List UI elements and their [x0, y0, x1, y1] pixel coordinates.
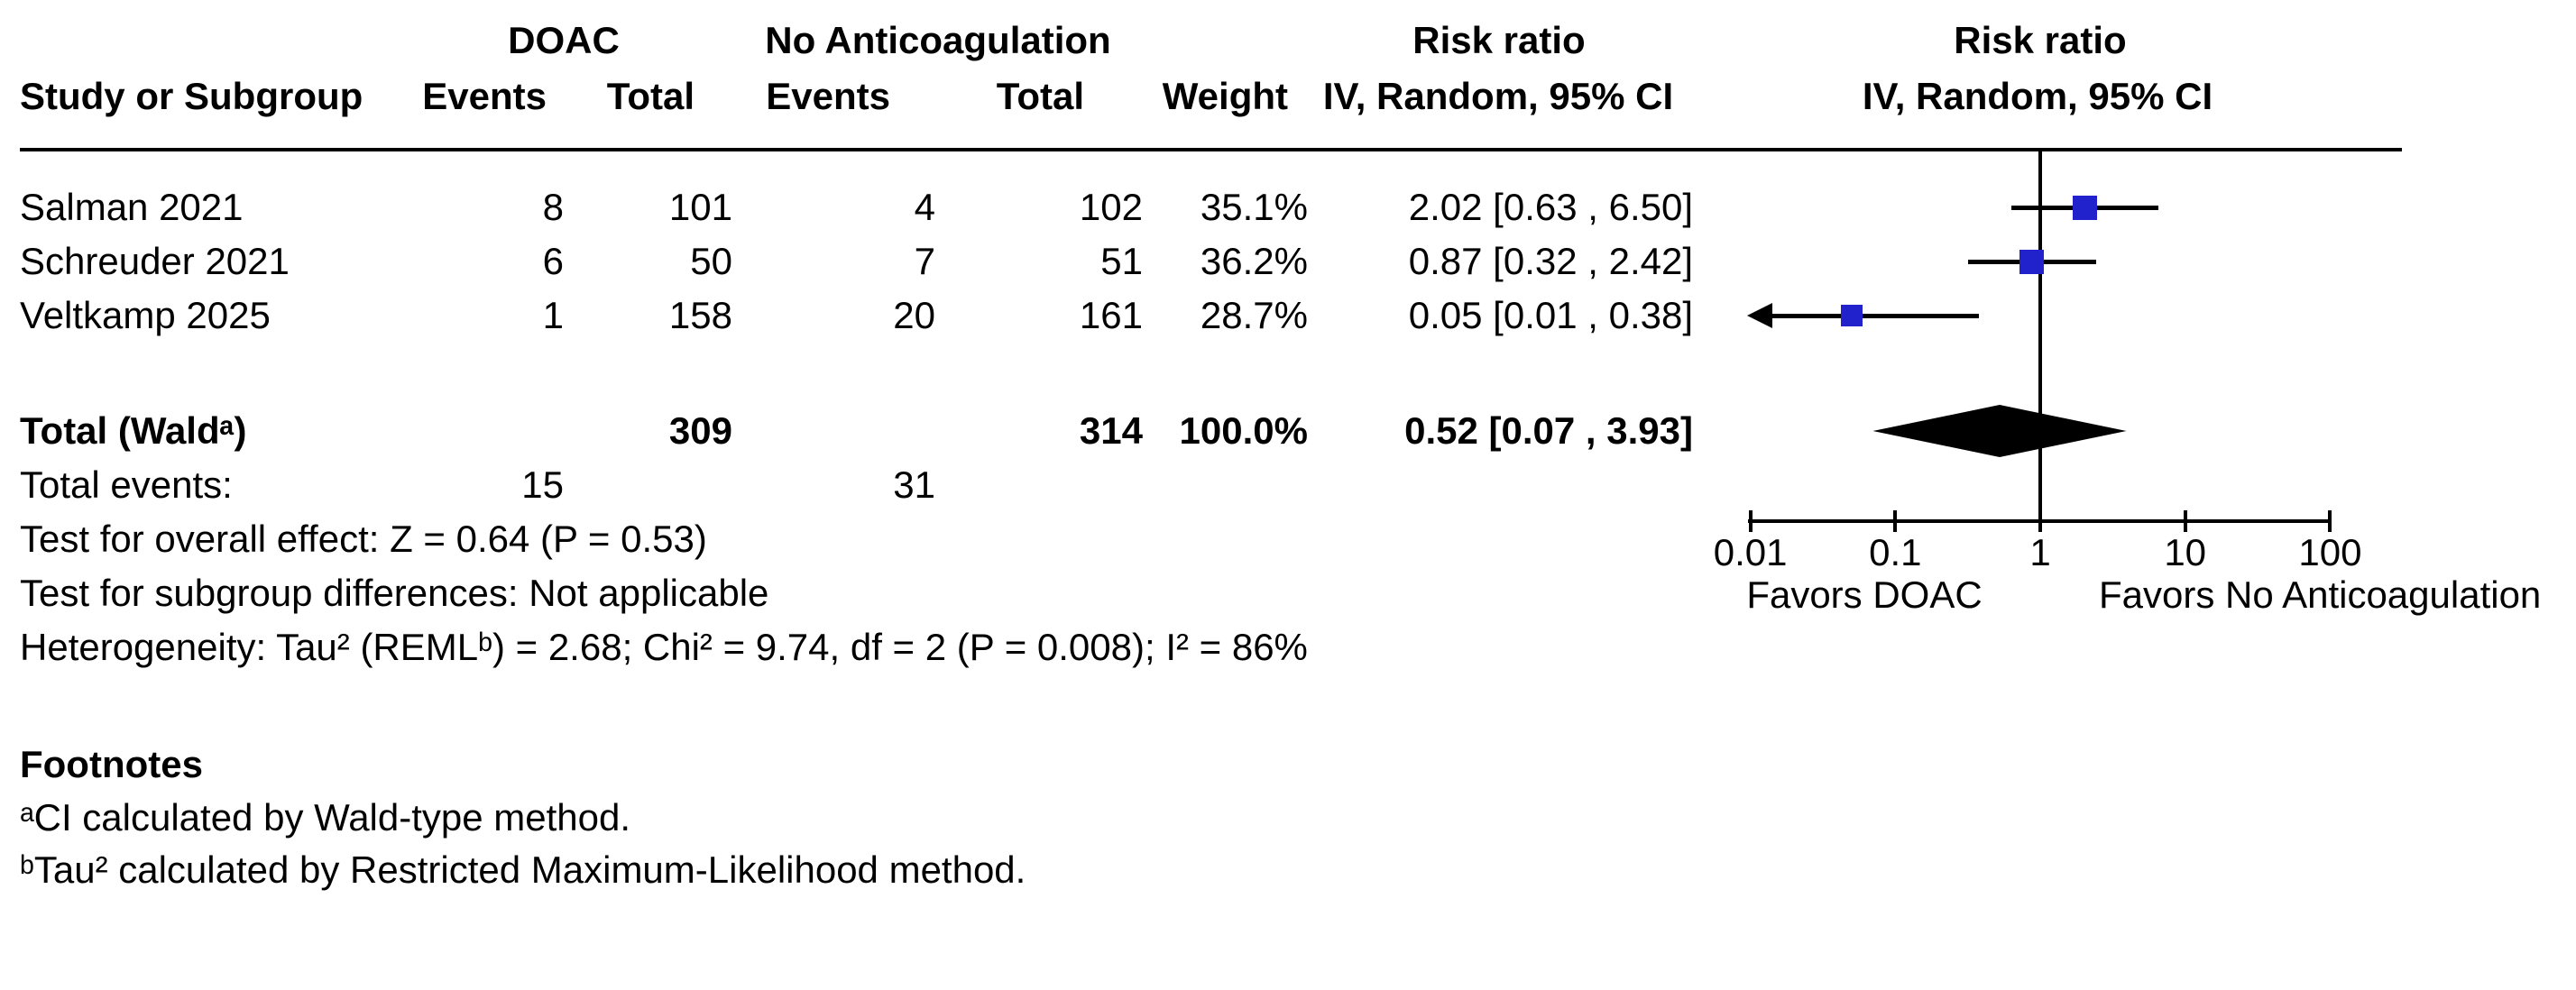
risk-ratio-header-left: Risk ratio: [1412, 19, 1586, 61]
null-effect-line: [2038, 150, 2042, 521]
method-header-plot: IV, Random, 95% CI: [1862, 75, 2213, 117]
axis-tick-label: 0.01: [1713, 531, 1788, 573]
total-events2: 31: [893, 463, 935, 506]
axis-tick-label: 10: [2164, 531, 2207, 573]
heterogeneity-text: Heterogeneity: Tau² (REMLᵇ) = 2.68; Chi²…: [20, 626, 1308, 668]
ci-text: 0.87 [0.32 , 2.42]: [1408, 240, 1693, 282]
effect-square: [1840, 305, 1863, 326]
study-label: Salman 2021: [20, 186, 244, 228]
total-row-label: Total (Waldᵃ): [20, 409, 247, 452]
col-weight-header: Weight: [1162, 75, 1288, 117]
study-label: Schreuder 2021: [20, 240, 290, 282]
weight-value: 35.1%: [1200, 186, 1308, 228]
events1-value: 8: [542, 186, 564, 228]
ci-text: 2.02 [0.63 , 6.50]: [1408, 186, 1693, 228]
study-label: Veltkamp 2025: [20, 294, 271, 336]
events1-value: 6: [542, 240, 564, 282]
total-row-weight: 100.0%: [1179, 409, 1308, 452]
events2-value: 20: [893, 294, 935, 336]
axis-tick: [1893, 510, 1898, 532]
total1-value: 50: [690, 240, 732, 282]
total-events-label: Total events:: [20, 463, 233, 506]
ci-line: [1764, 314, 1980, 318]
weight-value: 28.7%: [1200, 294, 1308, 336]
axis-tick-label: 1: [2029, 531, 2051, 573]
footnote-a: ᵃCI calculated by Wald-type method.: [20, 796, 631, 839]
total-row-total1: 309: [668, 409, 732, 452]
group1-header: DOAC: [508, 19, 620, 61]
favors-left-label: Favors DOAC: [1746, 573, 1983, 616]
axis-tick-label: 0.1: [1869, 531, 1922, 573]
events1-value: 1: [542, 294, 564, 336]
col-events2-header: Events: [766, 75, 890, 117]
col-study-header: Study or Subgroup: [20, 75, 363, 117]
method-header-left: IV, Random, 95% CI: [1322, 75, 1674, 117]
ci-text: 0.05 [0.01 , 0.38]: [1408, 294, 1693, 336]
total1-value: 101: [668, 186, 732, 228]
total1-value: 158: [668, 294, 732, 336]
total2-value: 161: [1079, 294, 1143, 336]
effect-square: [2072, 195, 2097, 220]
axis-tick: [2328, 510, 2332, 532]
total2-value: 51: [1100, 240, 1143, 282]
footnote-b: ᵇTau² calculated by Restricted Maximum-L…: [20, 848, 1026, 891]
weight-value: 36.2%: [1200, 240, 1308, 282]
group2-header: No Anticoagulation: [765, 19, 1111, 61]
axis-tick: [2183, 510, 2187, 532]
axis-tick: [2038, 510, 2042, 532]
axis-tick-label: 100: [2298, 531, 2362, 573]
effect-square: [2019, 249, 2044, 274]
col-events1-header: Events: [422, 75, 547, 117]
ci-arrow-left: [1746, 303, 1772, 328]
favors-right-label: Favors No Anticoagulation: [2099, 573, 2542, 616]
axis-tick: [1748, 510, 1753, 532]
total-row-ci: 0.52 [0.07 , 3.93]: [1404, 409, 1693, 452]
risk-ratio-header-plot: Risk ratio: [1954, 19, 2127, 61]
total2-value: 102: [1079, 186, 1143, 228]
subgroup-diff-text: Test for subgroup differences: Not appli…: [20, 572, 769, 614]
events2-value: 7: [914, 240, 935, 282]
footnotes-title: Footnotes: [20, 743, 203, 785]
col-total1-header: Total: [606, 75, 695, 117]
total-events1: 15: [521, 463, 564, 506]
total-row-total2: 314: [1079, 409, 1143, 452]
events2-value: 4: [914, 186, 935, 228]
header-rule: [20, 148, 2402, 151]
total-diamond: [1872, 405, 2127, 457]
overall-effect-text: Test for overall effect: Z = 0.64 (P = 0…: [20, 518, 707, 560]
col-total2-header: Total: [996, 75, 1084, 117]
